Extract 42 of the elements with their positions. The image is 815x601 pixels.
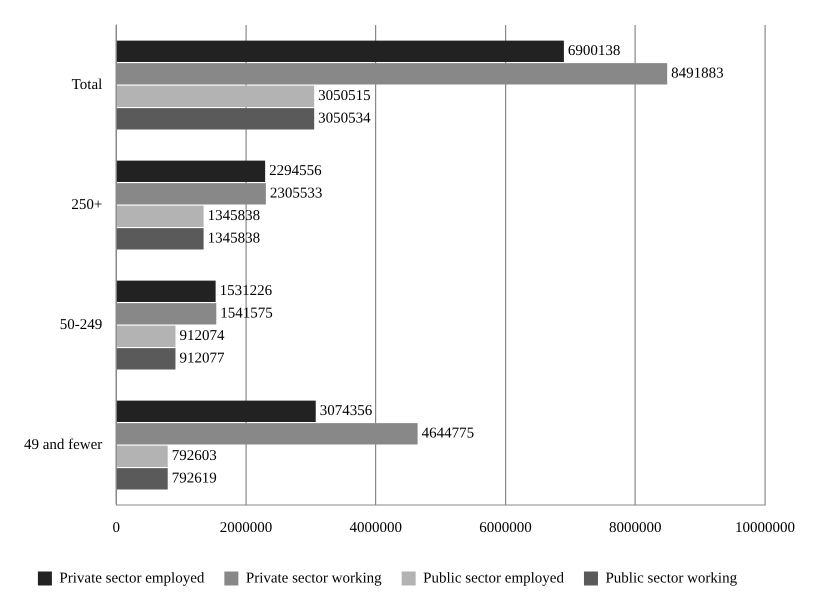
x-tick-label: 4000000 [350,520,402,536]
data-label: 3074356 [320,403,373,420]
data-label: 792619 [172,470,217,487]
bar [116,40,564,62]
data-label: 1345838 [208,208,260,224]
x-tick-label: 0 [112,520,120,536]
bar [116,468,168,490]
x-tick-label: 8000000 [609,520,662,536]
bar [116,326,176,347]
data-label: 792603 [172,448,217,464]
data-label: 6900138 [568,43,620,60]
bar [116,206,204,227]
legend-label: Public sector employed [423,570,564,586]
data-label: 912077 [179,350,225,367]
bar [116,228,204,250]
data-label: 1541575 [220,306,273,322]
data-label: 2305533 [270,186,322,202]
data-label: 1531226 [220,283,273,300]
y-tick-label: 50-249 [60,316,102,333]
data-label: 912074 [179,328,225,344]
bar [116,86,314,107]
y-tick-label: Total [72,76,102,93]
legend-label: Private sector working [246,570,382,586]
data-label: 4644775 [422,426,474,442]
x-tick-label: 10000000 [735,520,795,536]
y-tick-label: 49 and fewer [24,436,102,453]
bar [116,160,266,182]
data-label: 8491883 [671,66,724,82]
bar [116,348,176,370]
bar [116,446,168,467]
data-label: 2294556 [269,163,322,180]
bar [116,108,314,130]
y-tick-label: 250+ [71,196,102,213]
legend-label: Public sector working [605,570,738,586]
bar [116,280,216,302]
bar [116,400,316,422]
legend-label: Private sector employed [59,570,205,586]
data-label: 3050515 [318,88,371,104]
x-tick-label: 2000000 [220,520,272,536]
x-tick-label: 6000000 [479,520,532,536]
data-label: 3050534 [318,110,372,127]
data-label: 1345838 [208,230,260,247]
